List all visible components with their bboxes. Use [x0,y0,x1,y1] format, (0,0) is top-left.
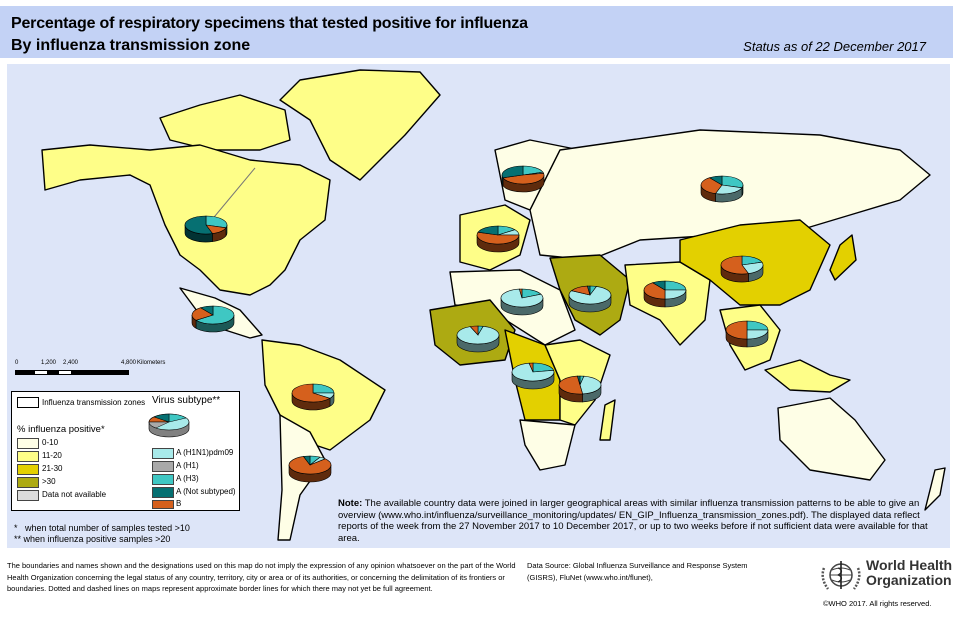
legend-swatch-not-subtyped [152,487,174,498]
pie-central-america [191,305,235,333]
pie-northern-europe [501,165,545,193]
pie-eastern-europe [700,175,744,203]
copyright: ©WHO 2017. All rights reserved. [823,599,932,608]
map-note: Note: The available country data were jo… [338,498,948,544]
subtype-sample-pie [148,413,190,438]
who-name-line1: World Health [866,557,953,573]
data-source: Data Source: Global Influenza Surveillan… [527,561,748,582]
legend-swatch-h1n1pdm09 [152,448,174,459]
percent-positive-title: % influenza positive* [17,424,105,435]
legend-swatch-11-20 [17,451,39,462]
footnotes: * when total number of samples tested >1… [14,523,190,545]
scale-bar: 0 1,200 2,400 4,800 Kilometers [15,360,165,380]
note-label: Note: [338,498,363,509]
pie-western-africa [456,325,500,353]
map-header: Percentage of respiratory specimens that… [0,6,953,58]
scale-tick-0: 0 [15,360,19,366]
scale-tick-3: 4,800 [121,360,137,366]
who-emblem-icon [821,561,861,590]
pie-southern-asia [643,280,687,308]
footnote-samples-tested: * when total number of samples tested >1… [14,523,190,533]
zone-southern-africa [519,419,576,471]
map-title: Percentage of respiratory specimens that… [11,15,528,32]
legend-swatch-0-10 [17,438,39,449]
legend-label-11-20: 11-20 [42,451,62,460]
legend-label-over-30: >30 [42,477,56,486]
pie-northern-africa [500,288,544,316]
zone-greenland [279,69,441,181]
zone-outline-swatch [17,397,39,408]
legend-label-b: B [176,499,182,508]
scale-tick-1: 1,200 [41,360,57,366]
virus-subtype-title: Virus subtype** [152,395,221,406]
legend-label-no-data: Data not available [42,490,107,499]
who-name: World Health Organization [866,558,952,588]
world-map-shapes [41,69,946,541]
pie-south-east-asia [725,320,769,348]
map-subtitle: By influenza transmission zone [11,37,251,54]
zones-label: Influenza transmission zones [42,398,146,407]
legend-label-0-10: 0-10 [42,438,59,447]
pie-western-asia [568,285,612,313]
page-footer: The boundaries and names shown and the d… [0,552,953,621]
note-text: The available country data were joined i… [338,498,928,544]
legend-label-not-subtyped: A (Not subtyped) [176,487,236,496]
legend-swatch-b [152,500,174,509]
who-name-line2: Organization [866,572,952,588]
legend-swatch-21-30 [17,464,39,475]
pie-south-west-europe [476,225,520,253]
legend-label-h3: A (H3) [176,474,199,483]
legend-swatch-h3 [152,474,174,485]
zone-north-america [41,144,331,296]
legend-label-h1: A (H1) [176,461,199,470]
scale-tick-2: 2,400 [63,360,79,366]
pie-eastern-asia [720,255,764,283]
map-legend: Influenza transmission zones Virus subty… [11,391,240,511]
pie-tropical-south-america [291,383,335,411]
pie-charts [184,165,769,483]
scale-unit: Kilometers [137,360,166,366]
zone-oceania [777,397,886,481]
pie-temperate-south-america [288,455,332,483]
footnote-positive-samples: ** when influenza positive samples >20 [14,534,171,544]
legend-label-h1n1pdm09: A (H1N1)pdm09 [176,448,234,457]
disclaimer-text: The boundaries and names shown and the d… [7,561,516,593]
pie-north-america [184,215,228,243]
legend-swatch-no-data [17,490,39,501]
status-date: Status as of 22 December 2017 [743,39,926,54]
pie-middle-africa [511,362,555,390]
pie-eastern-africa [558,375,602,403]
legend-label-21-30: 21-30 [42,464,63,473]
legend-swatch-h1 [152,461,174,472]
legend-swatch-over-30 [17,477,39,488]
